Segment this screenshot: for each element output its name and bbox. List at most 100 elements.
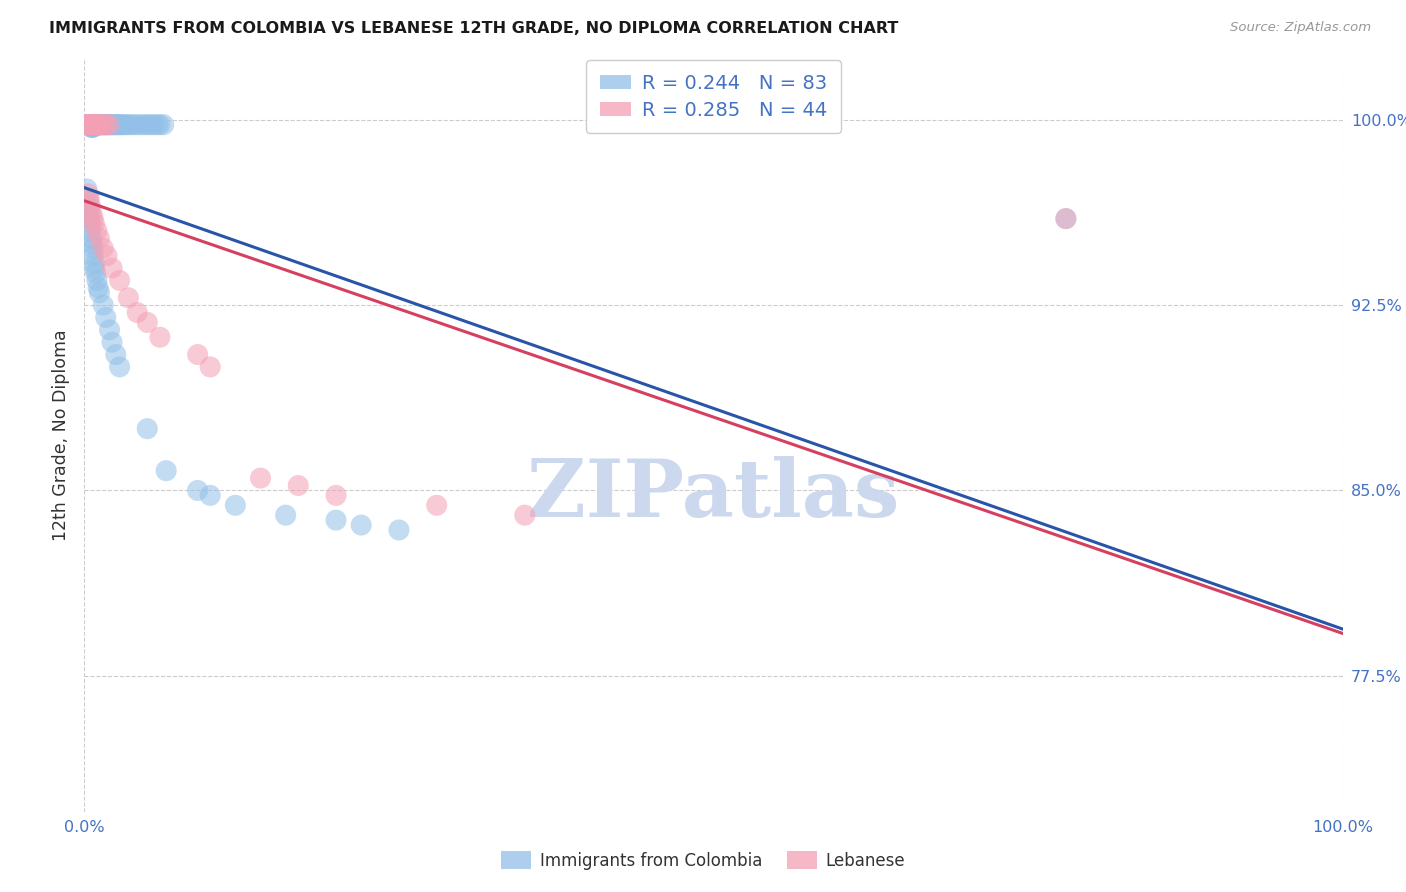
Point — [86, 118, 108, 132]
Point — [83, 118, 105, 132]
Point — [80, 120, 103, 135]
Point — [146, 118, 169, 132]
Point — [127, 118, 149, 132]
Point — [117, 291, 139, 305]
Point — [139, 118, 162, 132]
Point — [115, 118, 138, 132]
Point — [325, 513, 347, 527]
Point — [101, 118, 124, 132]
Point — [80, 120, 103, 135]
Point — [91, 118, 114, 132]
Point — [155, 464, 177, 478]
Point — [91, 241, 114, 255]
Point — [94, 118, 117, 132]
Point — [107, 118, 129, 132]
Point — [79, 192, 101, 206]
Point — [325, 488, 347, 502]
Legend: Immigrants from Colombia, Lebanese: Immigrants from Colombia, Lebanese — [495, 845, 911, 877]
Point — [117, 118, 139, 132]
Point — [83, 260, 105, 275]
Point — [79, 118, 101, 132]
Point — [120, 118, 142, 132]
Point — [108, 359, 131, 374]
Point — [82, 249, 104, 263]
Point — [136, 422, 159, 436]
Point — [104, 347, 127, 361]
Point — [103, 118, 125, 132]
Point — [152, 118, 174, 132]
Point — [76, 118, 98, 132]
Text: IMMIGRANTS FROM COLOMBIA VS LEBANESE 12TH GRADE, NO DIPLOMA CORRELATION CHART: IMMIGRANTS FROM COLOMBIA VS LEBANESE 12T… — [49, 21, 898, 36]
Point — [79, 120, 101, 135]
Point — [149, 330, 172, 344]
Point — [90, 118, 112, 132]
Point — [87, 281, 110, 295]
Point — [513, 508, 536, 523]
Point — [79, 199, 101, 213]
Point — [77, 186, 100, 201]
Point — [101, 260, 124, 275]
Point — [77, 199, 100, 213]
Point — [91, 298, 114, 312]
Point — [108, 273, 131, 287]
Point — [79, 224, 101, 238]
Point — [287, 478, 309, 492]
Point — [1054, 211, 1077, 226]
Point — [83, 256, 105, 270]
Point — [76, 118, 98, 132]
Point — [80, 231, 103, 245]
Point — [83, 118, 105, 132]
Point — [82, 118, 104, 132]
Point — [127, 305, 149, 319]
Point — [187, 347, 209, 361]
Point — [94, 310, 117, 325]
Point — [98, 118, 121, 132]
Point — [136, 118, 159, 132]
Point — [82, 120, 104, 135]
Point — [89, 118, 111, 132]
Point — [200, 488, 222, 502]
Point — [111, 118, 134, 132]
Point — [100, 118, 122, 132]
Point — [86, 273, 108, 287]
Point — [101, 335, 124, 350]
Point — [80, 207, 103, 221]
Point — [80, 118, 103, 132]
Point — [82, 120, 104, 135]
Point — [82, 118, 104, 132]
Point — [104, 118, 127, 132]
Point — [93, 118, 115, 132]
Point — [79, 118, 101, 132]
Point — [149, 118, 172, 132]
Point — [76, 182, 98, 196]
Point — [80, 236, 103, 251]
Point — [79, 118, 101, 132]
Point — [89, 285, 111, 300]
Point — [82, 241, 104, 255]
Text: ZIPatlas: ZIPatlas — [527, 456, 900, 534]
Point — [86, 118, 108, 132]
Point — [97, 118, 120, 132]
Point — [82, 211, 104, 226]
Point — [84, 118, 107, 132]
Point — [136, 315, 159, 329]
Point — [96, 249, 118, 263]
Point — [79, 204, 101, 219]
Point — [94, 118, 117, 132]
Point — [87, 118, 110, 132]
Point — [200, 359, 222, 374]
Point — [142, 118, 165, 132]
Point — [1054, 211, 1077, 226]
Point — [79, 118, 101, 132]
Point — [388, 523, 411, 537]
Point — [77, 118, 100, 132]
Point — [124, 118, 146, 132]
Point — [91, 118, 114, 132]
Point — [89, 231, 111, 245]
Point — [98, 323, 121, 337]
Point — [249, 471, 271, 485]
Point — [112, 118, 135, 132]
Point — [84, 266, 107, 280]
Point — [96, 118, 118, 132]
Point — [129, 118, 152, 132]
